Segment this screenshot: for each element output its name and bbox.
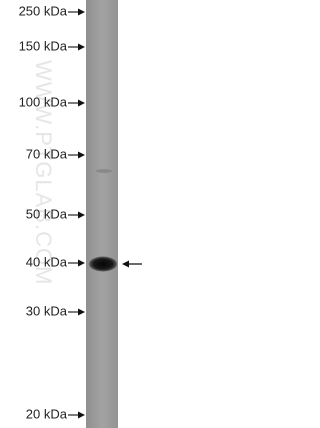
watermark: WWW.PTGLAB.COM [31, 60, 56, 285]
arrow-head [78, 259, 85, 267]
arrow-head [78, 308, 85, 316]
arrow-head [78, 151, 85, 159]
protein-band [89, 256, 117, 272]
marker-arrow [68, 151, 85, 159]
marker-label: 20 kDa [26, 406, 68, 421]
arrow-head [78, 8, 85, 16]
marker-arrow [68, 411, 85, 419]
marker-arrow [68, 308, 85, 316]
marker-arrow [68, 259, 85, 267]
marker-label: 250 kDa [19, 3, 68, 18]
marker-arrow [68, 211, 85, 219]
target-arrow [122, 260, 142, 268]
marker-label: 70 kDa [26, 146, 68, 161]
arrow-head [78, 43, 85, 51]
faint-band [96, 169, 112, 173]
arrow-head [78, 211, 85, 219]
arrow-head [78, 99, 85, 107]
western-blot: WWW.PTGLAB.COM 250 kDa 150 kDa 100 kDa 70 k… [19, 0, 142, 428]
marker-arrow [68, 99, 85, 107]
page: WWW.PTGLAB.COM 250 kDa 150 kDa 100 kDa 70 k… [0, 0, 150, 428]
marker-label: 40 kDa [26, 254, 68, 269]
marker-arrow [68, 43, 85, 51]
marker-label: 50 kDa [26, 206, 68, 221]
marker-arrow [68, 8, 85, 16]
gel-lane [86, 0, 118, 428]
marker-label: 100 kDa [19, 94, 68, 109]
arrow-head [78, 411, 85, 419]
marker-label: 150 kDa [19, 38, 68, 53]
marker-label: 30 kDa [26, 303, 68, 318]
